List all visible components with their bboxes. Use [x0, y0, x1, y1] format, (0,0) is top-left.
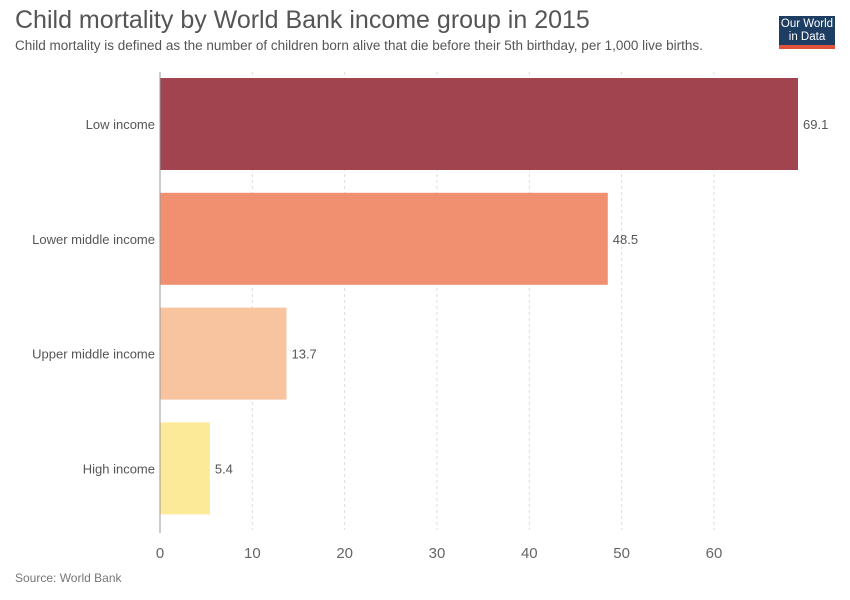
value-label: 5.4	[215, 461, 233, 476]
x-tick-label: 60	[706, 545, 723, 562]
value-label: 69.1	[803, 117, 828, 132]
owid-logo[interactable]: Our World in Data	[779, 16, 835, 49]
category-label: High income	[83, 461, 155, 476]
bar[interactable]	[160, 192, 608, 285]
bar[interactable]	[160, 307, 287, 400]
bar[interactable]	[160, 422, 210, 515]
bar[interactable]	[160, 78, 798, 170]
category-label: Upper middle income	[32, 347, 155, 362]
x-tick-label: 20	[336, 545, 353, 562]
category-label: Low income	[86, 117, 155, 132]
chart-title: Child mortality by World Bank income gro…	[15, 6, 590, 34]
grid-lines	[251, 72, 715, 530]
x-tick-label: 0	[156, 545, 164, 562]
x-tick-label: 50	[613, 545, 630, 562]
logo-accent-bar	[779, 45, 835, 49]
x-tick-label: 10	[244, 545, 261, 562]
x-tick-label: 40	[521, 545, 538, 562]
value-label: 13.7	[291, 347, 316, 362]
bars	[160, 78, 798, 515]
value-label: 48.5	[613, 232, 638, 247]
source-note: Source: World Bank	[15, 571, 122, 585]
axes: 0 10 20 30 40 50 60 Low income 69.1 Lower middle …	[32, 72, 828, 562]
category-label: Lower middle income	[32, 232, 155, 247]
logo-line-1: Our World	[780, 18, 834, 30]
logo-line-2: in Data	[788, 31, 826, 43]
chart-subtitle: Child mortality is defined as the number…	[15, 38, 703, 53]
x-tick-label: 30	[429, 545, 446, 562]
